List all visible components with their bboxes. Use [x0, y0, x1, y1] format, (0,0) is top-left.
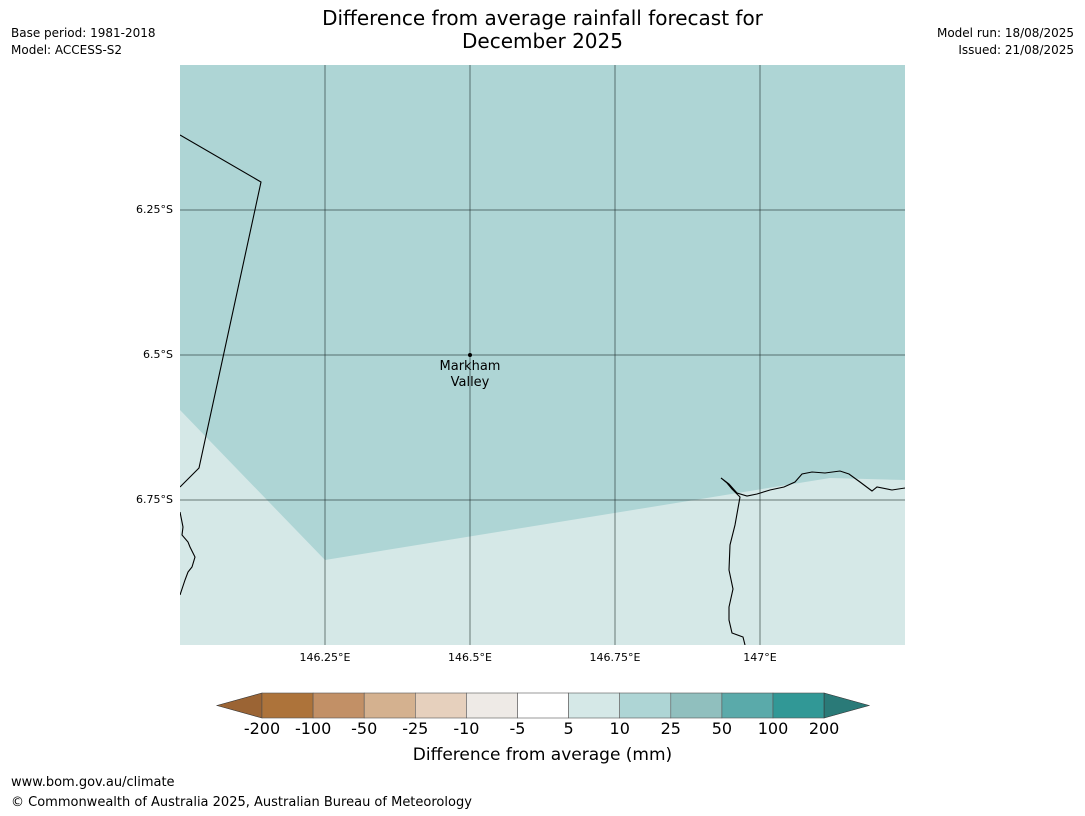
- border-line: [180, 134, 262, 488]
- colorbar-tick-label: 100: [757, 719, 789, 738]
- lat-label-6-25: 6.25°S: [136, 203, 173, 216]
- colorbar-extend-low: [215, 692, 263, 719]
- colorbar-segment: [772, 692, 825, 719]
- place-label-line-1: Markham: [439, 359, 501, 374]
- title-line-1: Difference from average rainfall forecas…: [322, 6, 763, 30]
- colorbar-tick-labels: -200 -100 -50 -25 -10 -5 5 10 25 50 100 200: [0, 719, 1085, 739]
- colorbar-tick-label: 10: [609, 719, 630, 738]
- lat-label-6-75: 6.75°S: [136, 493, 173, 506]
- lat-label-6-5: 6.5°S: [143, 348, 173, 361]
- colorbar-segment: [363, 692, 416, 719]
- boundaries: [180, 134, 905, 645]
- lon-label-146-25: 146.25°E: [299, 651, 351, 664]
- map-svg: [180, 65, 905, 645]
- colorbar-segment: [466, 692, 518, 719]
- model-name: Model: ACCESS-S2: [11, 43, 123, 57]
- colorbar-tick-label: 5: [563, 719, 574, 738]
- colorbar-segment: [670, 692, 723, 719]
- run-info: Model run: 18/08/2025 Issued: 21/08/2025: [937, 25, 1074, 59]
- lon-label-146-75: 146.75°E: [589, 651, 641, 664]
- lon-label-147: 147°E: [743, 651, 777, 664]
- place-label-line-2: Valley: [450, 375, 490, 390]
- footer-copyright: © Commonwealth of Australia 2025, Austra…: [11, 795, 472, 810]
- footer-url[interactable]: www.bom.gov.au/climate: [11, 775, 175, 790]
- legend-title: Difference from average (mm): [412, 745, 673, 765]
- colorbar-segment: [619, 692, 672, 719]
- map-panel[interactable]: Markham Valley: [180, 65, 905, 645]
- coastline-east: [720, 470, 905, 645]
- colorbar-segment: [312, 692, 365, 719]
- title-line-2: December 2025: [462, 29, 623, 53]
- issued-date: Issued: 21/08/2025: [958, 43, 1074, 57]
- colorbar-extend-high: [823, 692, 871, 719]
- base-period: Base period: 1981-2018: [11, 26, 156, 40]
- coastline-west: [180, 511, 196, 596]
- place-marker[interactable]: [468, 353, 472, 357]
- colorbar-tick-label: -100: [294, 719, 332, 738]
- map-title: Difference from average rainfall forecas…: [0, 7, 1085, 53]
- colorbar-tick-label: -10: [453, 719, 480, 738]
- colorbar-tick-label: 50: [711, 719, 733, 738]
- colorbar: [215, 692, 871, 719]
- colorbar-segment: [261, 692, 314, 719]
- colorbar-segment: [568, 692, 621, 719]
- base-info: Base period: 1981-2018 Model: ACCESS-S2: [11, 25, 156, 59]
- model-run: Model run: 18/08/2025: [936, 26, 1074, 40]
- upper-region: [180, 65, 905, 560]
- colorbar-tick-label: 200: [808, 719, 840, 738]
- colorbar-tick-label: 25: [660, 719, 681, 738]
- colorbar-segment: [721, 692, 774, 719]
- place-label: Markham Valley: [440, 359, 501, 391]
- lon-label-146-5: 146.5°E: [448, 651, 492, 664]
- colorbar-segment: [517, 692, 569, 719]
- colorbar-tick-label: -5: [509, 719, 526, 738]
- colorbar-tick-label: -50: [351, 719, 378, 738]
- colorbar-tick-label: -25: [402, 719, 429, 738]
- colorbar-segment: [415, 692, 467, 719]
- colorbar-tick-label: -200: [243, 719, 281, 738]
